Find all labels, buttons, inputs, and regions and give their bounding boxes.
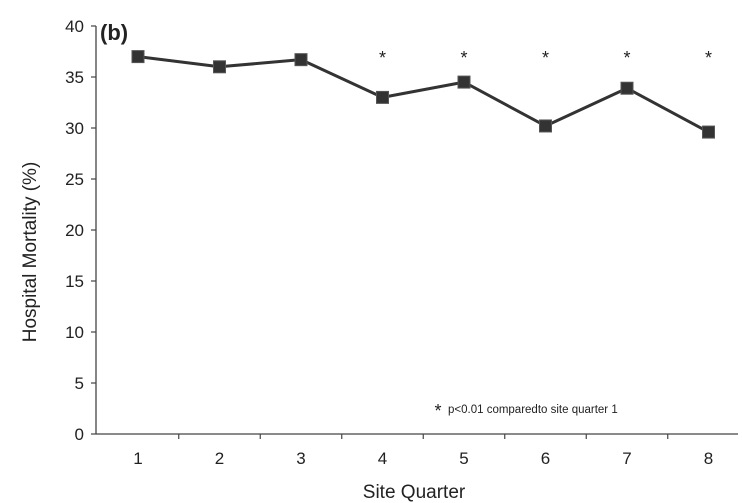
x-tick-label: 6: [541, 449, 550, 468]
data-point: [294, 53, 308, 67]
y-tick-label: 5: [75, 374, 84, 393]
significance-star: *: [705, 48, 712, 68]
x-tick-label: 3: [296, 449, 305, 468]
y-tick-label: 20: [65, 221, 84, 240]
axes: [95, 26, 738, 435]
significance-star: *: [460, 48, 467, 68]
x-tick-label: 8: [704, 449, 713, 468]
significance-star: *: [623, 48, 630, 68]
data-point: [620, 81, 634, 95]
x-tick-label: 4: [378, 449, 387, 468]
data-point: [131, 50, 145, 64]
data-point: [213, 60, 226, 74]
y-tick-label: 15: [65, 272, 84, 291]
y-tick-label: 0: [75, 425, 84, 444]
annotation: * p<0.01 comparedto site quarter 1: [434, 401, 617, 421]
y-tick-label: 25: [65, 170, 84, 189]
data-point: [539, 119, 552, 133]
significance-markers: * * * * *: [379, 48, 712, 68]
annotation-text: p<0.01 comparedto site quarter 1: [448, 404, 618, 416]
x-tick-label: 2: [215, 449, 224, 468]
x-tick-label: 1: [133, 449, 142, 468]
x-axis-title: Site Quarter: [363, 482, 466, 503]
significance-star: *: [379, 48, 386, 68]
y-tick-label: 30: [65, 119, 84, 138]
y-tick-label: 35: [65, 68, 84, 87]
significance-star: *: [542, 48, 549, 68]
series-line: [137, 55, 710, 134]
data-point: [376, 90, 389, 104]
annotation-star: *: [434, 401, 441, 421]
series: [131, 50, 715, 139]
x-tick-label: 7: [622, 449, 631, 468]
x-tick-label: 5: [459, 449, 468, 468]
panel-label: (b): [100, 20, 128, 45]
data-point: [457, 75, 471, 89]
ticks: 0 5 10 15 20 25 30 35 40 1 2 3 4 5 6 7 8: [65, 17, 713, 468]
y-axis-title: Hospital Mortality (%): [20, 162, 41, 343]
data-point: [702, 125, 715, 139]
y-tick-label: 10: [65, 323, 84, 342]
y-tick-label: 40: [65, 17, 84, 36]
